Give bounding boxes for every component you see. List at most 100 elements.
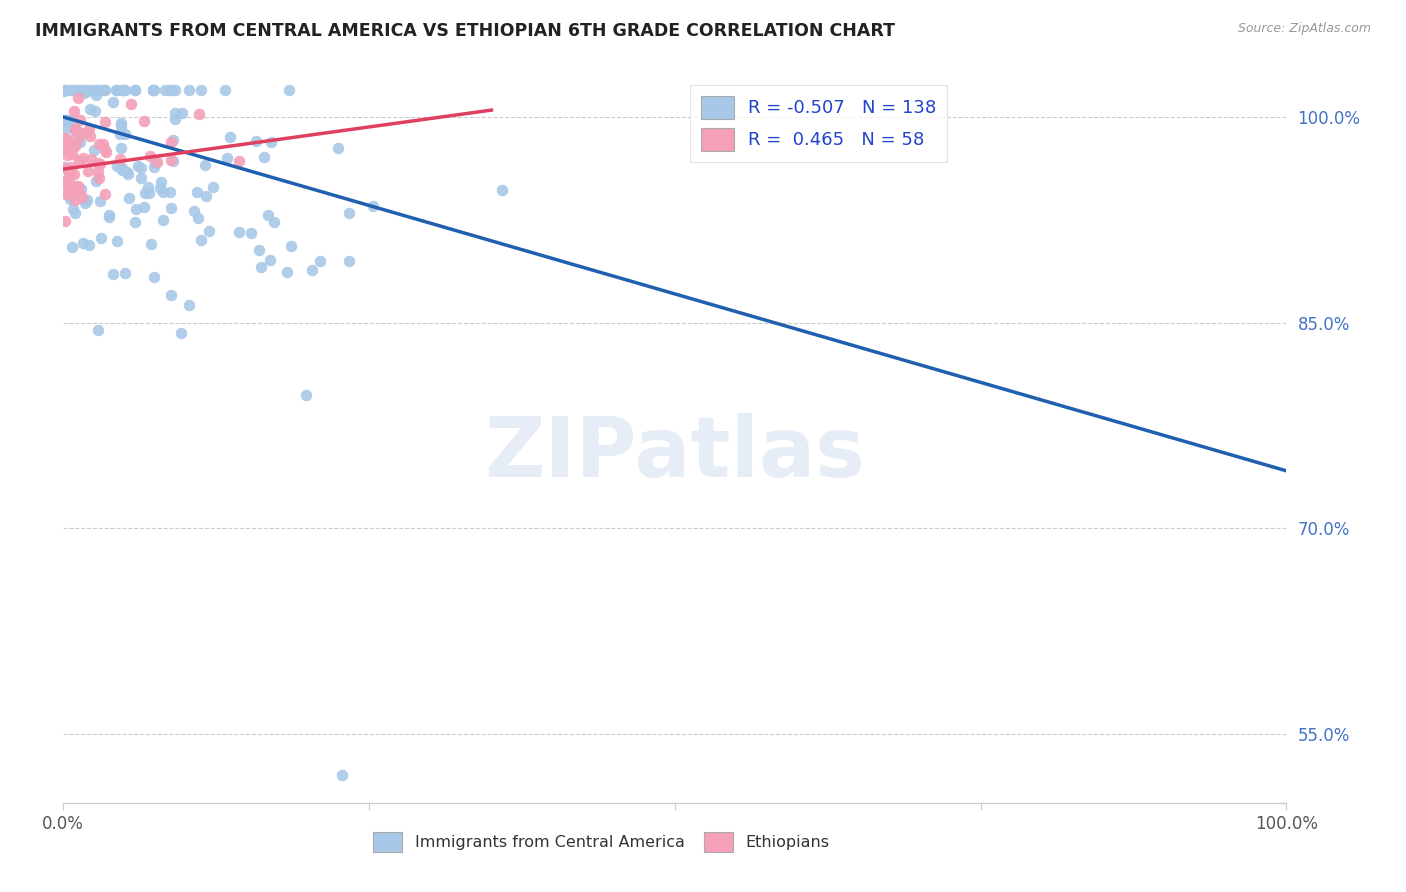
Point [104, 82, 127, 96]
Point [56, 142, 79, 156]
Point [58, 170, 80, 185]
Point [60, 140, 83, 154]
Point [111, 82, 134, 96]
Point [111, 162, 134, 177]
Point [79, 152, 101, 166]
Point [214, 82, 236, 96]
Point [141, 236, 163, 251]
Point [114, 128, 136, 142]
Point [110, 119, 132, 133]
Point [114, 82, 136, 96]
Point [53, 82, 76, 96]
Point [53, 130, 76, 145]
Point [94, 144, 117, 158]
Point [55, 173, 77, 187]
Point [53, 84, 76, 98]
Point [276, 265, 298, 279]
Point [89, 194, 111, 209]
Point [76, 164, 98, 178]
Point [69, 112, 91, 127]
Point [194, 188, 217, 202]
Point [96, 145, 118, 159]
Point [77, 238, 100, 252]
Point [60, 161, 83, 175]
Point [82, 82, 104, 96]
Point [491, 183, 513, 197]
Point [150, 175, 173, 189]
Point [259, 135, 281, 149]
Point [56, 121, 79, 136]
Point [228, 154, 250, 169]
Point [103, 267, 125, 281]
Point [59, 136, 82, 150]
Point [152, 185, 174, 199]
Point [60, 186, 83, 200]
Point [55, 160, 77, 174]
Point [247, 244, 270, 258]
Point [301, 263, 323, 277]
Point [134, 113, 156, 128]
Point [56, 113, 79, 128]
Point [183, 204, 205, 219]
Point [105, 159, 128, 173]
Point [66, 178, 89, 193]
Point [129, 170, 152, 185]
Point [170, 326, 193, 341]
Point [105, 82, 128, 96]
Point [217, 151, 239, 165]
Point [84, 174, 107, 188]
Point [141, 82, 163, 96]
Point [245, 135, 267, 149]
Text: ZIPatlas: ZIPatlas [485, 413, 865, 494]
Point [337, 205, 360, 219]
Point [152, 213, 174, 227]
Point [69, 82, 91, 96]
Point [58, 166, 80, 180]
Point [143, 270, 166, 285]
Point [110, 128, 132, 142]
Point [159, 82, 181, 96]
Point [62, 82, 84, 96]
Point [159, 136, 181, 150]
Point [111, 161, 134, 175]
Point [163, 105, 186, 120]
Point [105, 234, 128, 248]
Point [55, 113, 77, 128]
Point [75, 82, 97, 96]
Point [55, 131, 77, 145]
Point [110, 141, 132, 155]
Point [65, 121, 87, 136]
Point [77, 84, 100, 98]
Point [112, 82, 135, 96]
Point [132, 200, 155, 214]
Point [73, 86, 96, 100]
Point [87, 156, 110, 170]
Point [194, 158, 217, 172]
Point [60, 240, 83, 254]
Point [83, 143, 105, 157]
Point [63, 206, 86, 220]
Point [62, 202, 84, 216]
Point [187, 211, 209, 225]
Point [111, 82, 134, 96]
Point [157, 82, 180, 96]
Point [94, 187, 117, 202]
Point [277, 82, 299, 96]
Point [77, 122, 100, 136]
Point [186, 186, 208, 200]
Point [142, 82, 165, 96]
Point [84, 103, 107, 118]
Point [59, 179, 82, 194]
Point [160, 201, 183, 215]
Point [142, 160, 165, 174]
Point [114, 266, 136, 280]
Point [117, 167, 139, 181]
Point [159, 186, 181, 200]
Point [190, 233, 212, 247]
Point [59, 192, 82, 206]
Point [187, 107, 209, 121]
Point [66, 133, 89, 147]
Point [170, 106, 193, 120]
Point [295, 388, 318, 402]
Point [76, 193, 98, 207]
